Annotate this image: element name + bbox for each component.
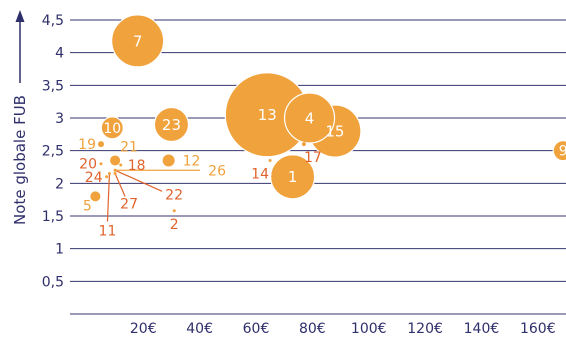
y-axis-title: Note globale FUB: [11, 95, 29, 225]
bubble-label-1: 1: [288, 168, 298, 186]
y-tick-labels: 0,5 1 1,5 2 2,5 3 3,5 4 4,5: [42, 13, 64, 290]
bubble-label-23: 23: [162, 116, 181, 134]
bubble-5: [90, 191, 101, 202]
bubble-label-24: 24: [85, 170, 103, 186]
bubble-label-27: 27: [120, 197, 138, 213]
y-tick-label: 3: [55, 111, 64, 127]
y-tick-label: 4,5: [42, 13, 64, 29]
bubble-26: [113, 168, 117, 172]
bubble-label-10: 10: [103, 121, 121, 137]
bubble-label-18: 18: [128, 158, 146, 174]
x-tick-label: 100€: [351, 321, 387, 337]
y-tick-label: 2: [55, 176, 64, 192]
x-tick-label: 20€: [130, 321, 157, 337]
bubble-label-7: 7: [133, 32, 143, 50]
leader-lines: [106, 169, 201, 222]
x-tick-labels: 20€ 40€ 60€ 80€ 100€ 120€ 140€ 160€: [130, 321, 556, 337]
bubble-label-12: 12: [183, 153, 201, 169]
x-tick-label: 80€: [299, 321, 326, 337]
bubble-label-4: 4: [305, 109, 315, 127]
bubble-11: [107, 172, 111, 176]
y-tick-label: 1: [55, 242, 64, 258]
bubble-label-13: 13: [258, 106, 277, 124]
y-tick-label: 4: [55, 46, 64, 62]
bubble-label-22: 22: [165, 187, 183, 203]
bubble-18: [119, 163, 123, 167]
bubble-labels: 13 7 15 4 1 23 10 9 12 5 21 19 17 2 11 14 18 20 22 24 26 27: [78, 32, 566, 239]
bubble-label-2: 2: [170, 217, 179, 233]
x-tick-label: 160€: [520, 321, 556, 337]
bubble-label-9: 9: [559, 144, 566, 160]
bubble-label-26: 26: [208, 163, 226, 179]
bubble-9: [552, 140, 566, 162]
leader-line-27: [114, 173, 126, 197]
y-tick-label: 0,5: [42, 274, 64, 290]
bubble-4: [283, 92, 336, 144]
bubble-1: [270, 154, 316, 200]
leader-line-11: [106, 173, 111, 222]
bubble-24: [105, 175, 109, 179]
bubble-17: [301, 142, 306, 147]
bubble-10: [100, 116, 124, 140]
bubble-2: [172, 209, 176, 213]
y-tick-label: 1,5: [42, 209, 64, 225]
bubble-label-5: 5: [83, 198, 92, 214]
bubble-19: [98, 141, 104, 148]
bubble-label-20: 20: [79, 157, 97, 173]
x-tick-label: 140€: [464, 321, 500, 337]
y-tick-label: 2,5: [42, 144, 64, 160]
y-tick-label: 3,5: [42, 78, 64, 94]
bubble-label-17: 17: [304, 150, 322, 166]
bubble-label-11: 11: [99, 224, 117, 240]
y-axis-title-group: Note globale FUB: [11, 10, 29, 225]
bubble-label-15: 15: [325, 122, 344, 140]
bubble-20: [99, 162, 103, 166]
bubble-12: [162, 154, 175, 167]
bubble-label-19: 19: [78, 137, 96, 153]
bubble-21: [110, 155, 121, 166]
bubble-23: [153, 106, 190, 143]
x-tick-label: 40€: [186, 321, 213, 337]
bubbles: [90, 14, 566, 213]
y-axis-arrow-head: [15, 10, 25, 22]
x-tick-label: 120€: [407, 321, 443, 337]
leader-line-22: [114, 169, 163, 192]
bubble-7: [111, 14, 165, 68]
bubble-14: [268, 158, 272, 162]
bubble-27: [113, 172, 117, 176]
bubble-label-21: 21: [120, 139, 138, 155]
x-tick-label: 60€: [243, 321, 270, 337]
bubble-label-14: 14: [251, 166, 269, 182]
